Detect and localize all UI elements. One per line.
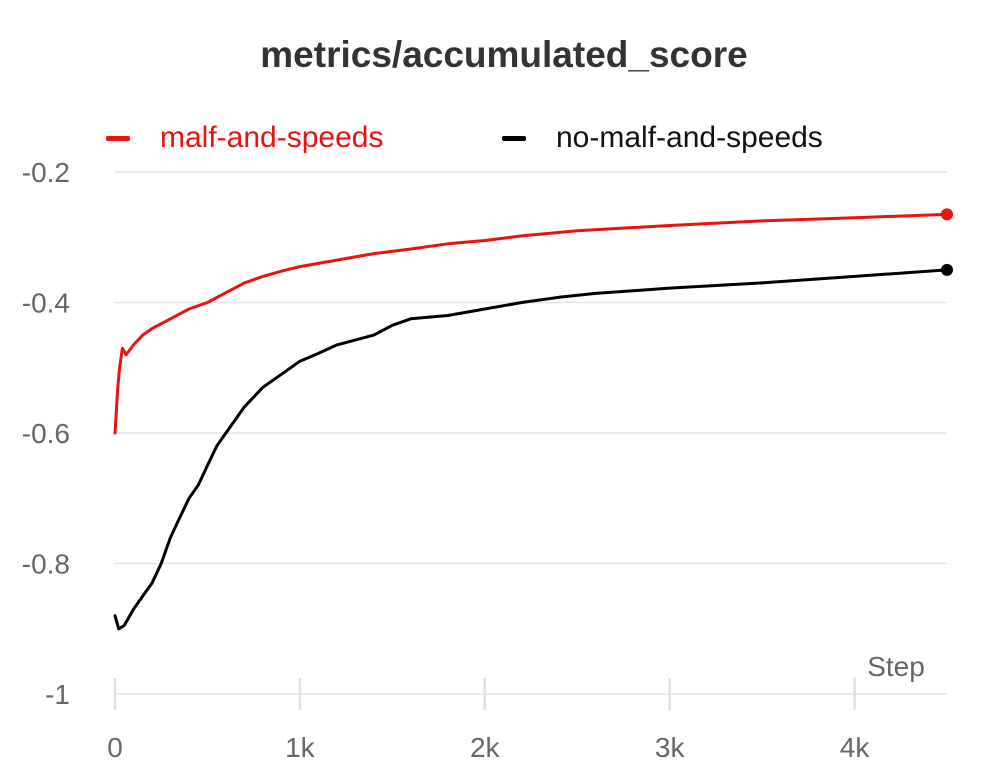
- legend-item-no-malf-and-speeds[interactable]: no-malf-and-speeds: [502, 118, 823, 158]
- x-tick-label: 3k: [655, 732, 686, 763]
- legend-label-no-malf-and-speeds: no-malf-and-speeds: [556, 121, 823, 154]
- series-endpoint-malf-and-speeds[interactable]: [941, 208, 953, 221]
- legend-swatch-malf-and-speeds: [106, 135, 130, 141]
- gridlines: [115, 171, 947, 695]
- legend-label-malf-and-speeds: malf-and-speeds: [160, 121, 384, 154]
- y-tick-label: -0.6: [22, 418, 70, 449]
- series-lines: [113, 208, 953, 631]
- y-tick-label: -0.8: [22, 549, 70, 580]
- tick-labels: -0.2 -0.4 -0.6 -0.8 -1 0 1k 2k 3k 4k: [22, 157, 871, 763]
- x-axis-label: Step: [867, 651, 925, 682]
- series-line-no-malf-and-speeds[interactable]: [113, 268, 949, 631]
- x-tick-label: 2k: [470, 732, 501, 763]
- legend-item-malf-and-speeds[interactable]: malf-and-speeds: [106, 118, 383, 158]
- x-tick-label: 1k: [285, 732, 316, 763]
- x-tick-label: 4k: [840, 732, 871, 763]
- chart-title: metrics/accumulated_score: [260, 34, 748, 75]
- series-line-malf-and-speeds[interactable]: [113, 212, 949, 435]
- y-tick-label: -1: [45, 679, 70, 710]
- x-tick-label: 0: [107, 732, 123, 763]
- series-endpoint-no-malf-and-speeds[interactable]: [941, 263, 953, 276]
- y-tick-label: -0.2: [22, 157, 70, 188]
- y-tick-label: -0.4: [22, 288, 70, 319]
- legend-swatch-no-malf-and-speeds: [502, 135, 526, 141]
- axes: [113, 678, 856, 710]
